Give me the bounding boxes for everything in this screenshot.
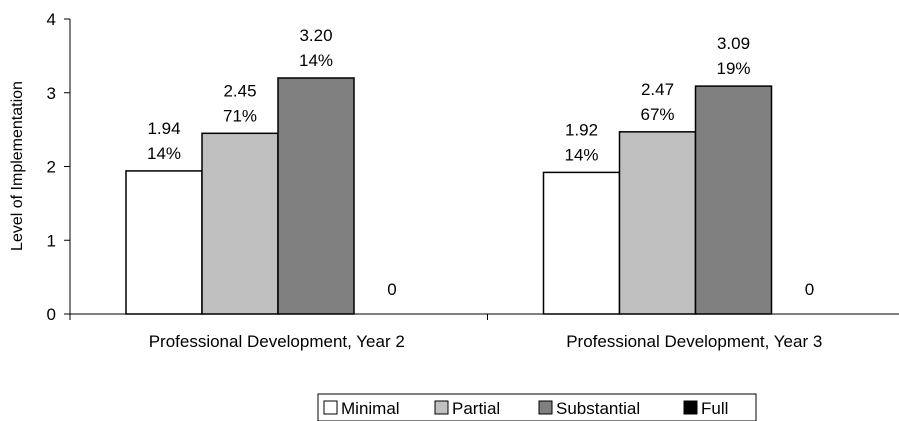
- bar-data-label: 71%: [223, 106, 257, 125]
- bar-data-label: 14%: [147, 144, 181, 163]
- bar-data-label: 14%: [564, 145, 598, 164]
- x-category-label: Professional Development, Year 2: [149, 332, 405, 351]
- legend-label-partial: Partial: [452, 399, 500, 418]
- bar-data-label: 1.94: [147, 119, 180, 138]
- y-tick-label: 4: [47, 10, 56, 29]
- legend-swatch-substantial: [539, 401, 552, 414]
- x-category-label: Professional Development, Year 3: [566, 332, 822, 351]
- bar-data-label: 67%: [640, 105, 674, 124]
- bar-minimal: [126, 171, 202, 314]
- y-tick-label: 3: [47, 84, 56, 103]
- bar-data-label: 0: [805, 280, 814, 299]
- legend-swatch-full: [684, 401, 697, 414]
- bar-data-label: 19%: [716, 59, 750, 78]
- bar-data-label: 3.09: [717, 34, 750, 53]
- bar-data-label: 1.92: [565, 120, 598, 139]
- bar-substantial: [696, 86, 772, 314]
- bar-data-label: 2.47: [641, 80, 674, 99]
- y-tick-label: 1: [47, 231, 56, 250]
- legend-label-minimal: Minimal: [341, 399, 400, 418]
- legend-swatch-partial: [435, 401, 448, 414]
- legend-label-full: Full: [701, 399, 728, 418]
- chart-legend: Minimal Partial Substantial Full: [318, 394, 756, 421]
- y-axis-label: Level of Implementation: [9, 81, 26, 251]
- bar-minimal: [544, 172, 620, 314]
- y-tick-label: 0: [47, 305, 56, 324]
- bar-partial: [202, 133, 278, 314]
- y-tick-label: 2: [47, 158, 56, 177]
- bar-data-label: 14%: [299, 51, 333, 70]
- legend-label-substantial: Substantial: [556, 399, 640, 418]
- bar-data-label: 0: [387, 280, 396, 299]
- bar-data-label: 3.20: [299, 26, 332, 45]
- legend-swatch-minimal: [324, 401, 337, 414]
- bar-partial: [620, 132, 696, 314]
- bar-data-label: 2.45: [223, 81, 256, 100]
- bar-substantial: [278, 78, 354, 314]
